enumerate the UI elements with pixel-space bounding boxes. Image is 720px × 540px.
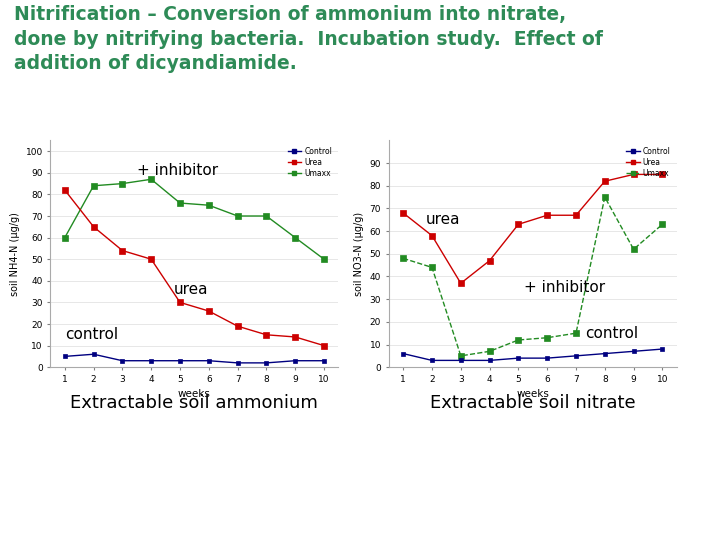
Text: urea: urea — [426, 212, 461, 227]
Text: urea: urea — [174, 282, 209, 297]
Y-axis label: soil NH4-N (μg/g): soil NH4-N (μg/g) — [10, 212, 20, 296]
Text: Extractable soil nitrate: Extractable soil nitrate — [430, 394, 636, 412]
Y-axis label: soil NO3-N (μg/g): soil NO3-N (μg/g) — [354, 212, 364, 296]
Legend: Control, Urea, Umaxx: Control, Urea, Umaxx — [285, 144, 335, 180]
Text: Extractable soil ammonium: Extractable soil ammonium — [71, 394, 318, 412]
Legend: Control, Urea, Umaxx: Control, Urea, Umaxx — [624, 144, 673, 180]
X-axis label: weeks: weeks — [178, 389, 211, 400]
Text: + inhibitor: + inhibitor — [524, 280, 606, 295]
Text: control: control — [585, 326, 638, 341]
X-axis label: weeks: weeks — [516, 389, 549, 400]
Text: Nitrification – Conversion of ammonium into nitrate,
done by nitrifying bacteria: Nitrification – Conversion of ammonium i… — [14, 5, 603, 73]
Text: + inhibitor: + inhibitor — [137, 163, 218, 178]
Text: control: control — [65, 327, 118, 342]
